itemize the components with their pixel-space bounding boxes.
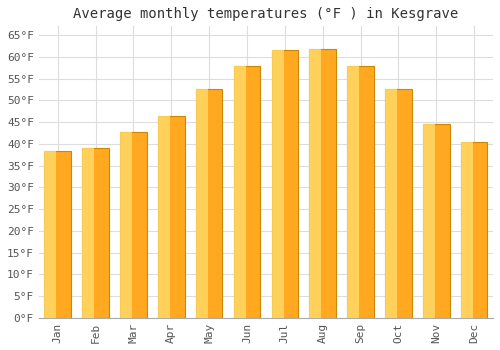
Bar (461, 142, 473, 318)
Bar (272, 50, 298, 318)
Bar (158, 116, 170, 318)
Bar (272, 50, 283, 318)
Bar (82, 148, 94, 318)
Bar (310, 49, 322, 318)
Bar (196, 89, 222, 318)
Title: Average monthly temperatures (°F ) in Kesgrave: Average monthly temperatures (°F ) in Ke… (74, 7, 458, 21)
Bar (348, 66, 359, 318)
Bar (234, 66, 245, 318)
Bar (348, 66, 374, 318)
Bar (120, 132, 132, 318)
Bar (120, 132, 146, 318)
Bar (44, 151, 56, 318)
Bar (82, 148, 109, 318)
Bar (385, 89, 397, 318)
Bar (385, 89, 411, 318)
Bar (196, 89, 208, 318)
Bar (310, 49, 336, 318)
Bar (44, 151, 71, 318)
Bar (423, 124, 450, 318)
Bar (423, 124, 435, 318)
Bar (158, 116, 184, 318)
Bar (461, 142, 487, 318)
Bar (234, 66, 260, 318)
